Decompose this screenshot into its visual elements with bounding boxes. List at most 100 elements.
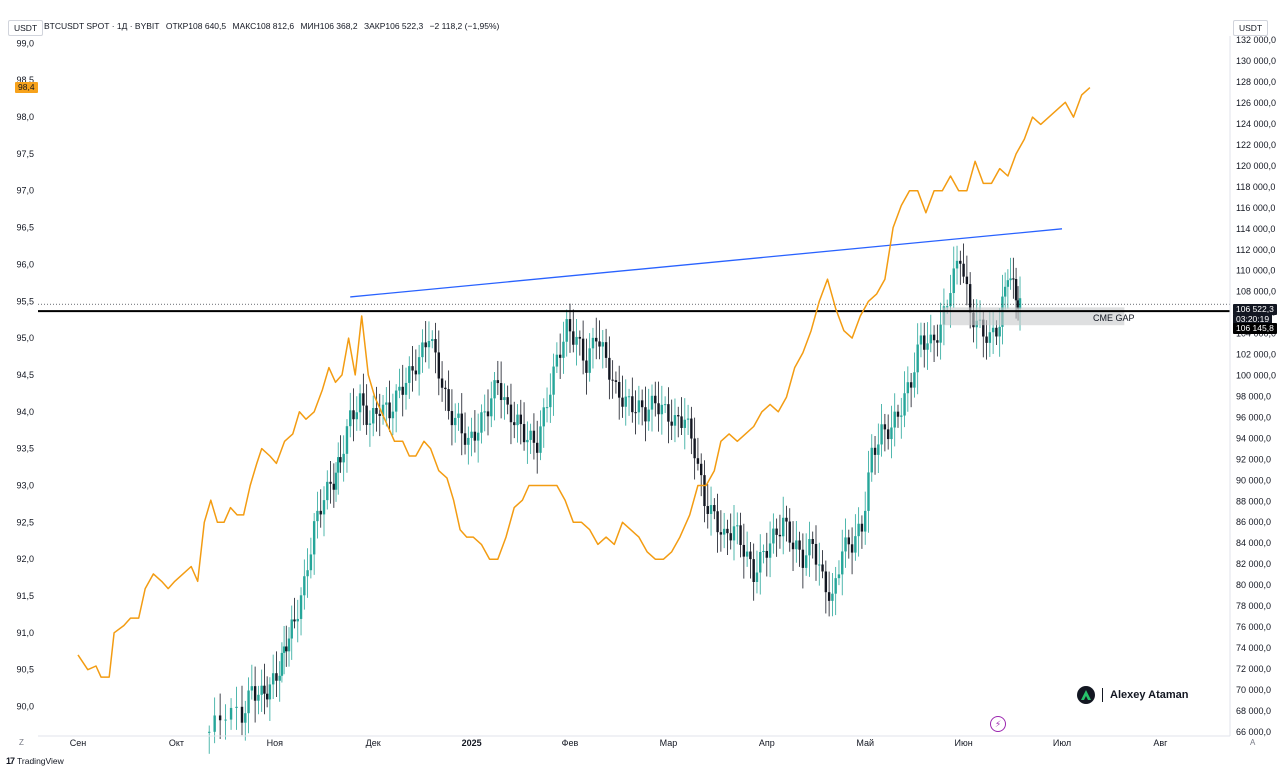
resistance-trendline[interactable] — [350, 228, 1063, 298]
left-axis[interactable]: 99,0 98,5 98,0 97,5 97,0 96,5 96,0 95,5 95,0 94,5… — [16, 38, 34, 711]
candle-body — [391, 411, 395, 419]
candle-body — [841, 551, 844, 575]
candle — [932, 325, 936, 363]
candle — [798, 531, 801, 567]
right-axis-tick-22: 88 000,0 — [1236, 496, 1271, 506]
candle — [1012, 257, 1015, 299]
candle — [604, 328, 608, 368]
candle-body — [716, 511, 719, 533]
candle-body — [447, 389, 450, 412]
corner-left-marker[interactable]: Z — [19, 738, 24, 747]
candle-body — [604, 342, 608, 358]
candle-body — [408, 366, 411, 383]
candle-body — [414, 370, 418, 375]
candle-body — [253, 686, 257, 701]
lightning-icon[interactable]: ⚡ — [990, 716, 1006, 732]
right-axis-tick-0: 132 000,0 — [1236, 35, 1276, 45]
candle — [378, 393, 381, 437]
candle-body — [804, 555, 808, 568]
time-axis[interactable]: Сен Окт Ноя Дек 2025 Фев Мар Апр Май Июн Июл Авг — [70, 738, 1168, 748]
candle-body — [857, 523, 860, 537]
candle — [229, 698, 233, 730]
candle-body — [988, 332, 992, 343]
candle — [883, 413, 887, 452]
candle-body — [467, 437, 470, 445]
candle-body — [991, 327, 995, 333]
candle-body — [913, 372, 916, 388]
candle — [657, 381, 660, 432]
tradingview-brand[interactable]: 17 TradingView — [6, 756, 64, 766]
candle-body — [667, 404, 670, 422]
time-axis-tick-10: Июл — [1053, 738, 1071, 748]
candle — [287, 627, 291, 667]
candle — [700, 453, 703, 497]
candle-body — [381, 404, 385, 416]
candle-body — [578, 336, 582, 339]
plot-area[interactable] — [38, 36, 1230, 736]
candle — [280, 642, 284, 683]
candle — [293, 597, 296, 629]
time-axis-tick-6: Мар — [660, 738, 678, 748]
right-axis-tick-20: 92 000,0 — [1236, 454, 1271, 464]
candle-body — [401, 386, 404, 395]
candle — [539, 410, 542, 461]
candle-body — [811, 539, 814, 544]
candle-body — [759, 552, 762, 573]
left-axis-tick-11: 93,5 — [16, 444, 34, 454]
candle — [480, 404, 483, 444]
candle-body — [483, 411, 486, 413]
candle-body — [673, 415, 677, 426]
candle — [235, 686, 238, 730]
candle — [614, 371, 618, 394]
auto-scale-button[interactable]: A — [1250, 738, 1256, 747]
candle — [782, 496, 785, 555]
candle-body — [680, 416, 683, 428]
candle — [618, 365, 621, 420]
left-axis-tick-17: 90,5 — [16, 665, 34, 675]
left-axis-tick-2: 98,0 — [16, 112, 34, 122]
candle — [476, 413, 480, 463]
candle-body — [752, 559, 755, 583]
left-unit-label[interactable]: USDT — [8, 20, 44, 36]
candle — [775, 518, 778, 557]
right-axis-tick-17: 98 000,0 — [1236, 391, 1271, 401]
left-axis-tick-6: 96,0 — [16, 259, 34, 269]
candle-body — [1012, 278, 1015, 280]
candle — [549, 373, 552, 423]
candle — [831, 572, 834, 617]
candle-body — [896, 411, 900, 417]
candle-body — [598, 341, 601, 347]
candle-body — [552, 366, 555, 395]
candle — [795, 520, 798, 563]
candle — [414, 349, 418, 381]
candle-body — [349, 410, 352, 427]
candle — [372, 395, 375, 437]
candle-body — [670, 421, 673, 426]
candle-body — [365, 405, 368, 425]
candle-body — [801, 549, 805, 568]
right-unit-label[interactable]: USDT — [1233, 20, 1269, 36]
open-value: ОТКР108 640,5 — [165, 21, 227, 31]
time-axis-tick-2: Ноя — [267, 738, 284, 748]
symbol-title[interactable]: BTCUSDT SPOT · 1Д · BYBIT — [44, 21, 160, 31]
candle — [532, 413, 536, 460]
candle — [834, 566, 837, 616]
right-axis-tick-9: 114 000,0 — [1236, 224, 1275, 234]
candle-body — [334, 472, 338, 490]
current-price-badge: 106 522,3 — [1233, 304, 1277, 315]
candle-body — [732, 526, 736, 541]
candle-body — [637, 400, 641, 413]
candle-body — [375, 408, 378, 414]
candle — [722, 512, 726, 549]
change-value: −2 118,2 (−1,95%) — [429, 21, 500, 31]
right-axis-tick-15: 102 000,0 — [1236, 350, 1276, 360]
candle — [686, 404, 690, 436]
candle — [339, 435, 342, 473]
candle-body — [224, 719, 227, 721]
right-axis-tick-32: 68 000,0 — [1236, 706, 1271, 716]
candle — [654, 381, 657, 417]
candle-body — [268, 684, 272, 700]
candle-body — [693, 438, 696, 459]
right-axis[interactable]: 132 000,0 130 000,0 128 000,0 126 000,0 124 … — [1236, 35, 1276, 737]
